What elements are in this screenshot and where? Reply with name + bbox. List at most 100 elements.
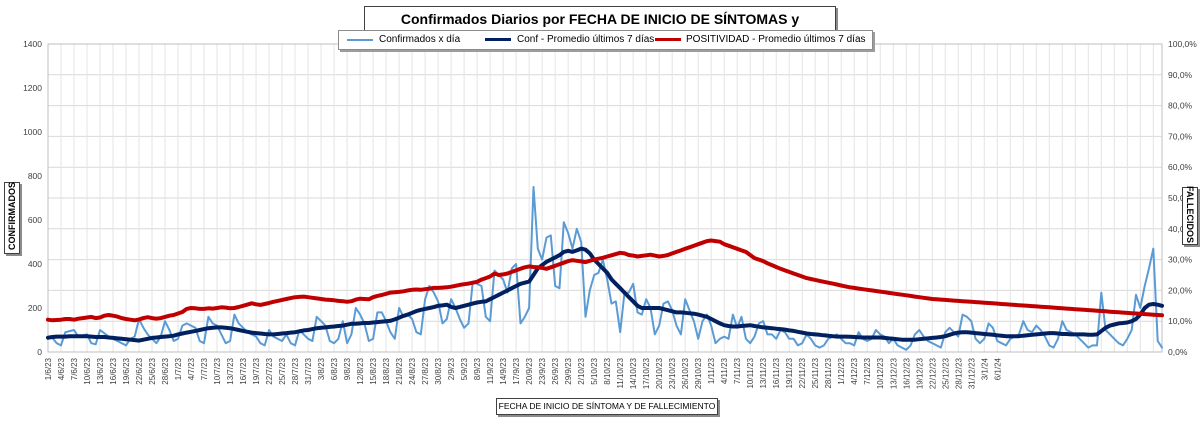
x-tick-label: 10/7/23 <box>213 357 222 384</box>
chart-title: Confirmados Diarios por FECHA DE INICIO … <box>364 6 836 51</box>
x-tick-label: 3/1/24 <box>980 357 989 380</box>
x-tick-label: 10/11/23 <box>746 357 755 388</box>
x-tick-label: 9/8/23 <box>343 357 352 380</box>
x-tick-label: 7/6/23 <box>70 357 79 380</box>
y-right-tick-label: 100,0% <box>1168 39 1197 49</box>
y-left-tick-label: 600 <box>28 215 42 225</box>
x-tick-label: 16/11/23 <box>772 357 781 388</box>
legend: Confirmados x día Conf - Promedio último… <box>338 30 873 50</box>
y-right-tick-label: 40,0% <box>1168 224 1193 234</box>
series-layer <box>46 186 1164 351</box>
x-tick-label: 25/11/23 <box>811 357 820 388</box>
x-tick-label: 19/12/23 <box>915 357 924 389</box>
x-tick-label: 31/12/23 <box>967 357 976 389</box>
x-tick-label: 25/7/23 <box>278 357 287 384</box>
x-tick-label: 12/8/23 <box>356 357 365 384</box>
x-tick-label: 26/9/23 <box>551 357 560 384</box>
y-right-tick-label: 50,0% <box>1168 193 1193 203</box>
y-right-tick-label: 10,0% <box>1168 316 1193 326</box>
y-right-tick-label: 60,0% <box>1168 162 1193 172</box>
x-tick-label: 8/10/23 <box>603 357 612 384</box>
x-tick-label: 24/8/23 <box>408 357 417 384</box>
x-tick-label: 11/9/23 <box>486 357 495 384</box>
y-axis-right-ticks: 0,0% 10,0% 20,0% 30,0% 40,0% 50,0% 60,0% 70,0% 8… <box>1168 39 1197 357</box>
x-tick-label: 10/6/23 <box>83 357 92 384</box>
series-line-1 <box>46 246 1164 343</box>
gridlines <box>47 43 1163 353</box>
y-left-tick-label: 1200 <box>23 83 42 93</box>
x-tick-label: 27/8/23 <box>421 357 430 384</box>
x-tick-label: 19/11/23 <box>785 357 794 388</box>
x-tick-label: 5/10/23 <box>590 357 599 384</box>
x-tick-label: 16/7/23 <box>239 357 248 384</box>
x-tick-label: 2/10/23 <box>577 357 586 384</box>
x-tick-label: 1/6/23 <box>44 357 53 380</box>
y-left-tick-label: 0 <box>37 347 42 357</box>
y-left-tick-label: 400 <box>28 259 42 269</box>
x-tick-label: 4/12/23 <box>850 357 859 384</box>
x-tick-label: 4/11/23 <box>720 357 729 384</box>
x-tick-label: 21/8/23 <box>395 357 404 384</box>
legend-label-confirmados: Confirmados x día <box>379 34 461 45</box>
x-tick-label: 16/12/23 <box>902 357 911 389</box>
x-tick-label: 25/6/23 <box>148 357 157 384</box>
legend-swatch-positividad <box>655 38 681 41</box>
x-tick-label: 7/12/23 <box>863 357 872 384</box>
x-tick-label: 10/12/23 <box>876 357 885 389</box>
x-tick-label: 1/7/23 <box>174 357 183 380</box>
x-tick-label: 11/10/23 <box>616 357 625 388</box>
x-tick-label: 29/10/23 <box>694 357 703 389</box>
y-left-tick-label: 1000 <box>23 127 42 137</box>
x-tick-label: 16/6/23 <box>109 357 118 384</box>
x-tick-label: 25/12/23 <box>941 357 950 389</box>
x-tick-label: 6/8/23 <box>330 357 339 380</box>
y-left-tick-label: 1400 <box>23 39 42 49</box>
x-tick-label: 4/7/23 <box>187 357 196 380</box>
legend-swatch-confirmados <box>347 39 373 41</box>
y-axis-left-title-text: CONFIRMADOS <box>7 182 17 250</box>
y-axis-right-title-text: FALLECIDOS <box>1185 186 1195 244</box>
x-tick-label: 6/1/24 <box>993 357 1002 380</box>
x-tick-label: 5/9/23 <box>460 357 469 380</box>
y-axis-right-title: FALLECIDOS <box>1182 186 1198 245</box>
y-axis-left-ticks: 0 200 400 600 800 1000 1200 1400 <box>23 39 42 357</box>
x-tick-label: 3/8/23 <box>317 357 326 380</box>
x-tick-label: 19/7/23 <box>252 357 261 384</box>
x-tick-label: 23/9/23 <box>538 357 547 384</box>
x-tick-label: 8/9/23 <box>473 357 482 380</box>
x-tick-label: 31/7/23 <box>304 357 313 384</box>
legend-swatch-promedio <box>485 38 511 41</box>
legend-label-promedio: Conf - Promedio últimos 7 días <box>517 34 655 45</box>
x-tick-label: 18/8/23 <box>382 357 391 384</box>
x-tick-label: 4/6/23 <box>57 357 66 380</box>
x-tick-label: 14/9/23 <box>499 357 508 384</box>
y-right-tick-label: 30,0% <box>1168 255 1193 265</box>
x-tick-label: 17/9/23 <box>512 357 521 384</box>
series-line-2 <box>46 238 1164 323</box>
x-tick-label: 1/12/23 <box>837 357 846 384</box>
x-tick-label: 28/7/23 <box>291 357 300 384</box>
y-left-tick-label: 200 <box>28 303 42 313</box>
x-tick-label: 13/11/23 <box>759 357 768 388</box>
x-tick-label: 22/7/23 <box>265 357 274 384</box>
x-tick-label: 20/9/23 <box>525 357 534 384</box>
x-tick-label: 30/8/23 <box>434 357 443 384</box>
x-tick-label: 23/10/23 <box>668 357 677 389</box>
x-tick-label: 19/6/23 <box>122 357 131 384</box>
x-tick-label: 28/12/23 <box>954 357 963 389</box>
x-tick-label: 7/11/23 <box>733 357 742 384</box>
y-axis-left-title: CONFIRMADOS <box>4 182 20 254</box>
y-right-tick-label: 80,0% <box>1168 101 1193 111</box>
x-tick-label: 22/11/23 <box>798 357 807 388</box>
x-tick-label: 2/9/23 <box>447 357 456 380</box>
x-tick-label: 22/6/23 <box>135 357 144 384</box>
x-tick-label: 29/9/23 <box>564 357 573 384</box>
y-right-tick-label: 0,0% <box>1168 347 1188 357</box>
x-axis-ticks: 1/6/23 4/6/23 7/6/23 10/6/23 13/6/23 16/6/23 1… <box>44 357 1002 389</box>
y-right-tick-label: 20,0% <box>1168 285 1193 295</box>
x-tick-label: 13/6/23 <box>96 357 105 384</box>
x-tick-label: 13/12/23 <box>889 357 898 389</box>
x-tick-label: 15/8/23 <box>369 357 378 384</box>
x-tick-label: 13/7/23 <box>226 357 235 384</box>
